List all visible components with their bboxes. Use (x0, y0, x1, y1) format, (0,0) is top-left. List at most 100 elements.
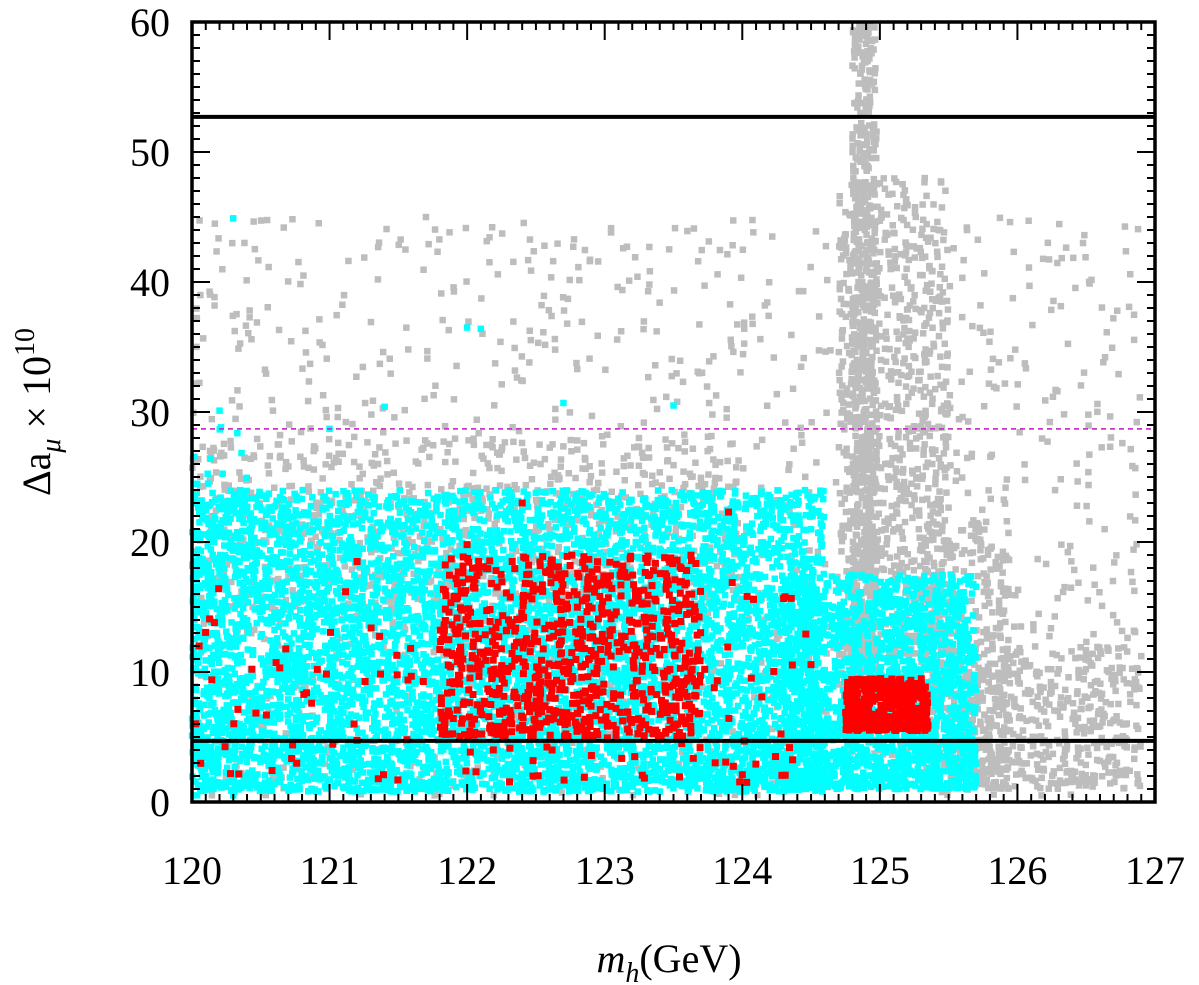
data-point (1126, 691, 1134, 698)
data-point (1105, 647, 1112, 654)
data-point (867, 638, 874, 645)
data-point (570, 243, 577, 250)
data-point (852, 405, 859, 412)
data-point (862, 433, 869, 440)
data-point (861, 59, 869, 66)
data-point (541, 341, 549, 349)
data-point (897, 295, 905, 303)
data-point (916, 271, 924, 279)
data-point (404, 692, 412, 699)
data-point (873, 647, 881, 655)
data-point (653, 405, 661, 413)
data-point (901, 518, 909, 526)
data-point (861, 197, 869, 205)
data-point (675, 444, 682, 452)
data-point (836, 200, 843, 207)
data-point (802, 473, 809, 481)
data-point (917, 248, 924, 256)
data-point (953, 468, 961, 475)
data-point (878, 214, 885, 221)
data-point (937, 271, 944, 278)
data-point (908, 558, 915, 566)
data-point (704, 433, 712, 440)
data-point (336, 635, 344, 642)
data-point (1085, 751, 1092, 758)
data-point (306, 360, 314, 368)
data-point (390, 469, 397, 476)
data-point (847, 264, 854, 272)
data-point (486, 785, 493, 793)
data-point (382, 449, 389, 456)
data-point (489, 436, 496, 443)
data-point (999, 557, 1006, 564)
data-point (925, 314, 933, 321)
data-point (869, 568, 876, 576)
data-point (983, 630, 991, 638)
data-point (265, 522, 273, 529)
data-point (905, 490, 912, 498)
data-point (892, 178, 900, 186)
data-point (757, 484, 765, 491)
data-point (926, 263, 933, 270)
data-point (981, 650, 988, 658)
data-point (1059, 588, 1067, 596)
data-point (1073, 778, 1080, 785)
data-point (1085, 704, 1092, 712)
data-point (351, 433, 358, 441)
data-point (865, 269, 873, 276)
data-point (689, 445, 697, 452)
data-point (341, 563, 348, 570)
data-point (877, 293, 884, 300)
data-point (1056, 220, 1063, 228)
data-point (389, 619, 396, 626)
data-point (345, 257, 352, 265)
data-point (537, 488, 544, 496)
data-point (860, 410, 868, 417)
data-point (885, 248, 892, 255)
data-point (439, 534, 446, 541)
data-point (902, 433, 910, 441)
data-point (1130, 627, 1138, 634)
data-point (315, 511, 323, 518)
data-point (964, 489, 972, 497)
data-point (757, 335, 764, 343)
data-point (391, 580, 398, 588)
data-point (855, 423, 862, 431)
data-point (843, 484, 850, 491)
data-point (673, 398, 681, 406)
data-point (1012, 346, 1019, 353)
data-point (869, 353, 876, 361)
data-point (795, 287, 803, 295)
data-point (598, 433, 606, 440)
data-point (709, 411, 716, 418)
data-point (871, 224, 879, 231)
data-point (653, 328, 660, 335)
data-point (937, 463, 944, 471)
data-point (1003, 699, 1011, 706)
data-point (838, 537, 846, 545)
data-point (921, 174, 928, 182)
data-point (840, 449, 847, 456)
data-point (865, 466, 873, 474)
data-point (991, 660, 999, 668)
data-point (912, 507, 920, 515)
data-point (990, 762, 997, 769)
data-point (838, 310, 846, 318)
data-point (1057, 302, 1065, 310)
data-point (841, 236, 849, 244)
data-point (769, 233, 776, 240)
data-point (903, 306, 911, 313)
data-point (881, 185, 889, 192)
data-point (546, 444, 553, 451)
data-point (512, 711, 519, 719)
data-point (1044, 239, 1052, 247)
data-point (851, 419, 859, 426)
data-point (586, 256, 594, 263)
data-point (550, 655, 557, 662)
data-point (525, 626, 532, 634)
data-point (257, 217, 265, 224)
data-point (703, 383, 711, 390)
data-point (870, 250, 877, 257)
data-point (808, 419, 815, 426)
data-point (923, 281, 931, 289)
